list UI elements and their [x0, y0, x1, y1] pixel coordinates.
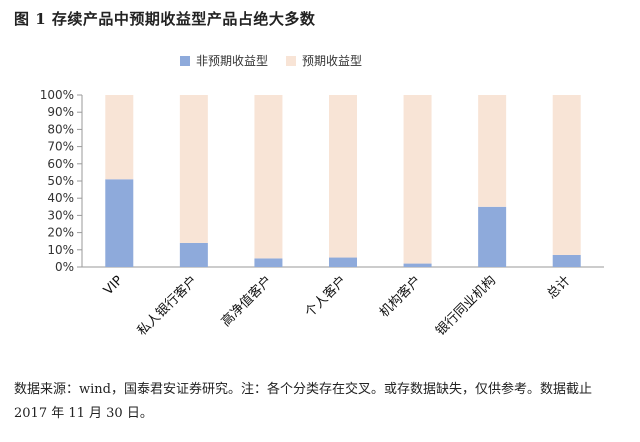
bar-series-1-2 — [254, 95, 283, 259]
bar-series-0-2 — [254, 258, 283, 267]
bar-series-0-3 — [329, 257, 357, 267]
x-category-label: VIP — [101, 273, 126, 298]
x-category-label: 机构客户 — [376, 273, 424, 321]
y-tick-label: 0% — [55, 260, 74, 274]
y-tick-label: 30% — [47, 208, 74, 222]
bar-series-0-5 — [478, 206, 507, 267]
x-category-label: 银行同业机构 — [433, 273, 499, 339]
bar-series-0-1 — [179, 242, 208, 267]
legend-item-series-1: 预期收益型 — [286, 52, 362, 69]
bar-series-1-0 — [105, 95, 134, 180]
x-category-label: 总计 — [545, 273, 574, 302]
bar-series-1-4 — [403, 95, 432, 264]
y-tick-label: 50% — [47, 174, 74, 188]
y-tick-label: 70% — [47, 140, 74, 154]
y-tick-label: 40% — [47, 191, 74, 205]
y-tick-label: 90% — [47, 105, 74, 119]
y-tick-label: 10% — [47, 243, 74, 257]
legend-item-series-0: 非预期收益型 — [180, 52, 268, 69]
x-category-label: 个人客户 — [302, 273, 350, 321]
bar-series-1-6 — [552, 95, 581, 255]
legend-swatch-series-1 — [286, 55, 297, 66]
legend-swatch-series-0 — [180, 55, 190, 66]
figure-footnote: 数据来源：wind，国泰君安证券研究。注：各个分类存在交叉。或存数据缺失，仅供参… — [14, 382, 592, 421]
chart-legend: 非预期收益型 预期收益型 — [180, 52, 362, 69]
stacked-bar-chart: 0% 10% 20% 30% 40% 50% 60% 70% 80% 90% 100% VIP 私人银行… — [40, 88, 604, 339]
x-category-label: 高净值客户 — [218, 273, 275, 330]
y-tick-label: 100% — [40, 88, 74, 102]
bar-series-1-1 — [179, 95, 208, 243]
legend-label-series-1: 预期收益型 — [302, 54, 363, 68]
y-tick-label: 20% — [47, 226, 74, 240]
x-category-label: 私人银行客户 — [134, 273, 200, 339]
y-tick-label: 60% — [47, 157, 74, 171]
bar-series-1-3 — [329, 95, 357, 258]
bar-series-0-6 — [552, 254, 581, 267]
chart-area: 0% 10% 20% 30% 40% 50% 60% 70% 80% 90% 100% VIP 私人银行… — [14, 36, 626, 366]
legend-label-series-0: 非预期收益型 — [196, 54, 269, 68]
bar-series-0-0 — [105, 179, 134, 267]
figure-title: 图 1 存续产品中预期收益型产品占绝大多数 — [14, 10, 316, 28]
y-tick-label: 80% — [47, 122, 74, 136]
bar-series-0-4 — [403, 263, 432, 267]
bar-series-1-5 — [478, 95, 507, 207]
